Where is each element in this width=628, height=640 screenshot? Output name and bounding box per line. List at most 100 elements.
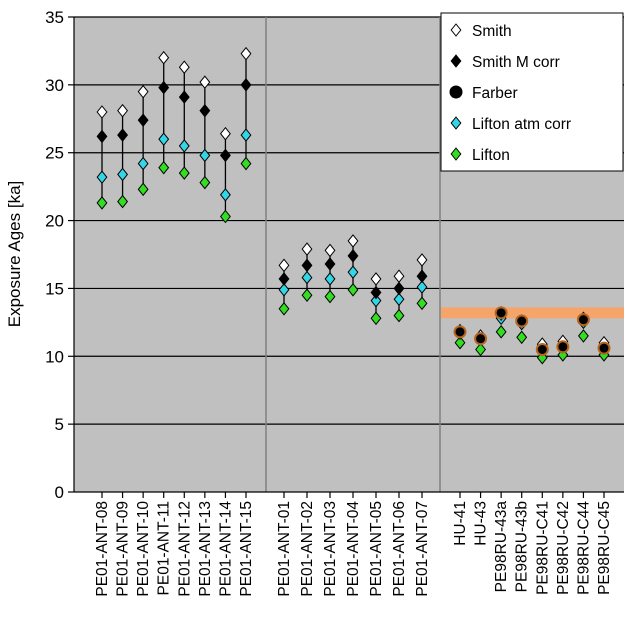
point-lifton-atm-corr-PE01-ANT-02 [301, 270, 313, 285]
point-farber-PE98RU-C44 [576, 313, 590, 327]
legend-marker-smith [450, 23, 462, 37]
legend-label-lifton: Lifton [472, 147, 510, 164]
x-tick-label-PE98RU-C41: PE98RU-C41 [534, 501, 551, 595]
point-smith-m-corr-PE01-ANT-04 [347, 249, 359, 263]
x-tick-label-PE01-ANT-10: PE01-ANT-10 [135, 501, 152, 597]
point-lifton-PE01-ANT-10 [137, 182, 149, 197]
legend-label-lifton-atm-corr: Lifton atm corr [472, 116, 571, 133]
legend-box [440, 12, 624, 172]
legend-label-smith: Smith [472, 23, 512, 40]
x-tick-label-PE01-ANT-11: PE01-ANT-11 [156, 501, 173, 595]
x-tick-label-PE98RU-43b: PE98RU-43b [514, 501, 531, 592]
point-lifton-PE01-ANT-04 [347, 282, 359, 297]
point-lifton-atm-corr-PE01-ANT-11 [158, 132, 170, 146]
point-lifton-PE01-ANT-07 [416, 296, 428, 311]
data-marks [96, 46, 611, 365]
point-lifton-atm-corr-PE01-ANT-05 [370, 293, 382, 308]
point-farber-PE98RU-C45 [597, 341, 611, 355]
x-tick-label-PE98RU-C45: PE98RU-C45 [596, 501, 613, 595]
point-lifton-PE01-ANT-13 [199, 175, 211, 190]
x-tick-label-PE01-ANT-03: PE01-ANT-03 [322, 501, 339, 597]
point-smith-PE01-ANT-02 [301, 242, 313, 256]
point-smith-m-corr-PE01-ANT-15 [240, 78, 252, 92]
legend-marker-lifton [450, 147, 462, 161]
point-smith-m-corr-PE01-ANT-13 [199, 103, 211, 118]
point-lifton-PE01-ANT-11 [158, 160, 170, 175]
point-lifton-PE98RU-43a [495, 325, 507, 339]
x-tick-label-PE01-ANT-09: PE01-ANT-09 [115, 501, 132, 597]
x-tick-label-PE01-ANT-06: PE01-ANT-06 [391, 501, 408, 597]
legend-label-smith-m-corr: Smith M corr [472, 54, 560, 71]
point-smith-m-corr-PE01-ANT-08 [96, 129, 108, 144]
y-tick-label-20: 20 [45, 212, 64, 231]
point-lifton-PE01-ANT-02 [301, 288, 313, 303]
point-smith-PE01-ANT-07 [416, 253, 428, 267]
point-smith-PE01-ANT-15 [240, 46, 252, 61]
point-smith-PE01-ANT-04 [347, 234, 359, 248]
point-farber-HU-41 [453, 325, 467, 339]
y-tick-label-35: 35 [45, 8, 64, 27]
point-farber-HU-43 [474, 332, 488, 346]
point-smith-PE01-ANT-03 [324, 243, 336, 258]
point-lifton-PE98RU-C44 [577, 329, 589, 343]
x-tick-label-PE01-ANT-08: PE01-ANT-08 [94, 501, 111, 597]
point-smith-m-corr-PE01-ANT-06 [393, 281, 405, 296]
point-lifton-atm-corr-PE01-ANT-07 [416, 280, 428, 294]
annotation-bands [441, 307, 624, 319]
y-axis-label: Exposure Ages [ka] [5, 181, 24, 327]
point-smith-PE01-ANT-13 [199, 75, 211, 89]
point-farber-PE98RU-43b [515, 314, 529, 328]
point-smith-PE01-ANT-12 [178, 60, 190, 75]
point-smith-PE01-ANT-01 [278, 258, 290, 273]
point-smith-PE01-ANT-06 [393, 269, 405, 284]
point-smith-m-corr-PE01-ANT-02 [301, 258, 313, 273]
point-smith-m-corr-PE01-ANT-09 [117, 128, 129, 142]
y-tick-label-30: 30 [45, 76, 64, 95]
point-smith-m-corr-PE01-ANT-10 [137, 113, 149, 127]
point-smith-m-corr-PE01-ANT-14 [219, 148, 231, 163]
x-tick-label-PE01-ANT-04: PE01-ANT-04 [345, 501, 362, 597]
point-farber-PE98RU-43a [494, 306, 508, 320]
legend: Smith Smith M corr Farber Lifton atm corr Li… [440, 12, 624, 172]
x-tick-label-HU-41: HU-41 [452, 501, 469, 546]
x-tick-label-PE01-ANT-05: PE01-ANT-05 [368, 501, 385, 597]
orange-band [441, 307, 624, 319]
point-smith-m-corr-PE01-ANT-05 [370, 285, 382, 300]
y-tick-label-25: 25 [45, 144, 64, 163]
y-tick-label-15: 15 [45, 279, 64, 298]
point-lifton-PE01-ANT-15 [240, 156, 252, 171]
point-lifton-atm-corr-PE01-ANT-08 [96, 170, 108, 184]
x-tick-label-PE98RU-C42: PE98RU-C42 [555, 501, 572, 595]
point-lifton-atm-corr-PE01-ANT-04 [347, 265, 359, 279]
x-tick-label-PE01-ANT-13: PE01-ANT-13 [197, 501, 214, 597]
group-separators [265, 17, 441, 492]
point-lifton-PE01-ANT-05 [370, 311, 382, 326]
point-smith-m-corr-PE01-ANT-07 [416, 269, 428, 284]
point-lifton-PE01-ANT-06 [393, 308, 405, 323]
point-smith-PE01-ANT-05 [370, 272, 382, 286]
point-smith-m-corr-PE01-ANT-03 [324, 257, 336, 271]
x-tick-label-PE01-ANT-02: PE01-ANT-02 [299, 501, 316, 597]
legend-marker-lifton-atm-corr [450, 116, 462, 130]
point-smith-PE01-ANT-08 [96, 105, 108, 119]
point-lifton-PE01-ANT-09 [117, 194, 129, 209]
point-smith-PE01-ANT-10 [137, 84, 149, 99]
point-smith-m-corr-PE01-ANT-11 [158, 80, 170, 95]
x-tick-label-PE01-ANT-15: PE01-ANT-15 [238, 501, 255, 597]
y-tick-label-5: 5 [55, 415, 64, 434]
y-tick-label-0: 0 [55, 483, 64, 502]
x-tick-label-PE98RU-43a: PE98RU-43a [493, 501, 510, 593]
x-tick-label-PE01-ANT-01: PE01-ANT-01 [276, 501, 293, 597]
point-smith-PE01-ANT-11 [158, 50, 170, 65]
point-smith-m-corr-PE01-ANT-01 [278, 272, 290, 286]
legend-marker-farber [449, 85, 463, 99]
point-lifton-atm-corr-PE01-ANT-13 [199, 148, 211, 163]
x-tick-label-HU-43: HU-43 [473, 501, 490, 546]
point-lifton-atm-corr-PE01-ANT-01 [278, 282, 290, 297]
point-lifton-atm-corr-PE01-ANT-09 [117, 167, 129, 182]
point-lifton-PE01-ANT-12 [178, 166, 190, 180]
legend-label-farber: Farber [472, 85, 518, 102]
point-lifton-PE98RU-43b [516, 330, 528, 345]
point-lifton-PE01-ANT-01 [278, 301, 290, 316]
